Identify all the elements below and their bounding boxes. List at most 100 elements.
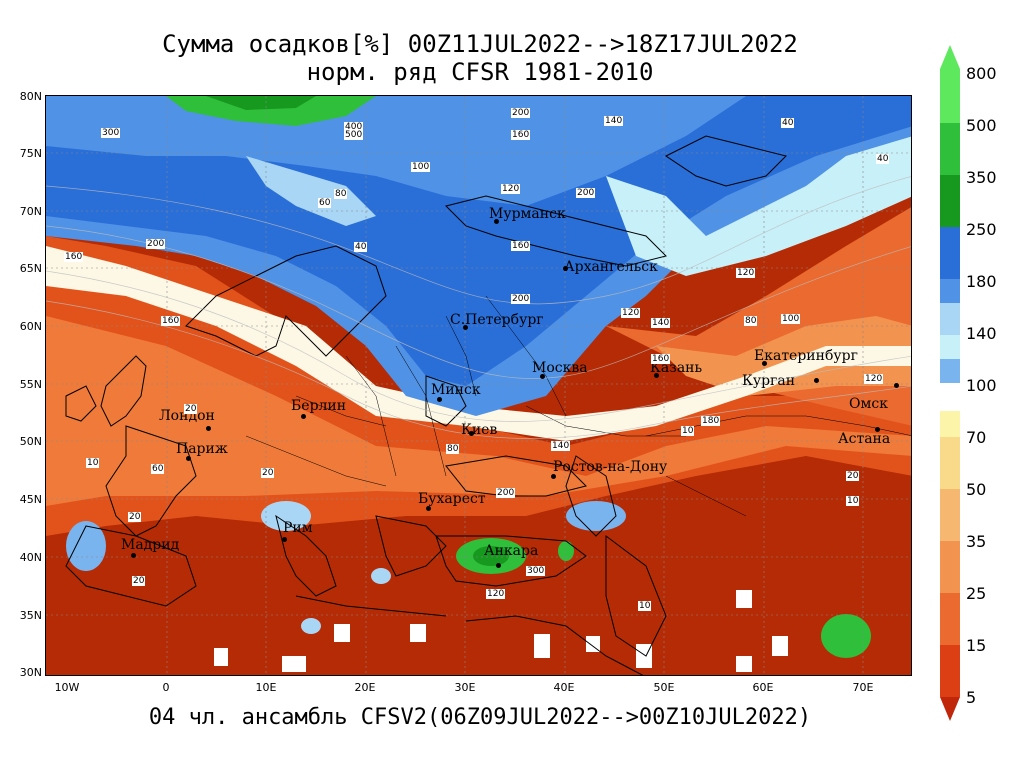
contour-label: 60 bbox=[318, 198, 332, 208]
city-dot-murmansk bbox=[494, 219, 499, 224]
lat-label-45n: 45N bbox=[19, 493, 42, 506]
contour-label: 120 bbox=[486, 589, 506, 599]
city-label-minsk: Минск bbox=[431, 382, 481, 398]
legend-label-800: 800 bbox=[966, 64, 997, 83]
city-label-rostov: Ростов-на-Дону bbox=[553, 459, 668, 475]
contour-label: 200 bbox=[511, 108, 531, 118]
contour-label: 160 bbox=[64, 252, 84, 262]
legend-label-35: 35 bbox=[966, 532, 987, 551]
lon-label-60e: 60E bbox=[752, 681, 774, 694]
city-label-kazan: Казань bbox=[650, 360, 703, 376]
lat-label-35n: 35N bbox=[19, 609, 42, 622]
legend-label-50: 50 bbox=[966, 480, 987, 499]
city-dot-paris bbox=[186, 456, 191, 461]
city-dot-arkhangelsk bbox=[563, 266, 568, 271]
city-label-berlin: Берлин bbox=[291, 398, 347, 414]
lat-label-55n: 55N bbox=[19, 378, 42, 391]
lat-label-60n: 60N bbox=[19, 320, 42, 333]
city-dot-rome bbox=[282, 537, 287, 542]
lat-label-50n: 50N bbox=[19, 435, 42, 448]
contour-label: 80 bbox=[744, 316, 758, 326]
legend-label-5: 5 bbox=[966, 688, 977, 707]
contour-label: 10 bbox=[86, 458, 100, 468]
lat-label-40n: 40N bbox=[19, 551, 42, 564]
city-label-omsk: Омск bbox=[849, 396, 888, 412]
city-dot-berlin bbox=[301, 414, 306, 419]
precipitation-map: Мурманск Архангельск С.Петербург Москва … bbox=[45, 95, 912, 676]
contour-label: 180 bbox=[701, 416, 721, 426]
contour-label: 140 bbox=[604, 116, 624, 126]
city-label-rome: Рим bbox=[283, 520, 313, 536]
contour-label: 300 bbox=[526, 566, 546, 576]
lat-label-30n: 30N bbox=[19, 666, 42, 679]
city-dot-astana bbox=[875, 427, 880, 432]
lon-label-0: 0 bbox=[162, 681, 170, 694]
legend-label-500: 500 bbox=[966, 116, 997, 135]
city-label-ankara: Анкара bbox=[484, 543, 539, 559]
lat-label-80n: 80N bbox=[19, 90, 42, 103]
city-label-astana: Астана bbox=[838, 431, 891, 447]
legend-label-350: 350 bbox=[966, 168, 997, 187]
contour-label: 100 bbox=[781, 314, 801, 324]
contour-label: 20 bbox=[261, 468, 275, 478]
contour-label: 40 bbox=[781, 118, 795, 128]
map-title-line2: норм. ряд CFSR 1981-2010 bbox=[306, 58, 654, 86]
city-label-kiev: Киев bbox=[461, 422, 498, 438]
contour-label: 20 bbox=[184, 404, 198, 414]
city-dot-madrid bbox=[131, 553, 136, 558]
contour-label: 140 bbox=[551, 441, 571, 451]
legend-label-140: 140 bbox=[966, 324, 997, 343]
ensemble-footer: 04 чл. ансамбль CFSV2(06Z09JUL2022-->00Z… bbox=[148, 705, 812, 730]
city-dot-kiev bbox=[469, 431, 474, 436]
city-label-murmansk: Мурманск bbox=[489, 206, 566, 222]
city-dot-ankara bbox=[496, 563, 501, 568]
city-label-arkhangelsk: Архангельск bbox=[564, 259, 658, 275]
contour-label: 80 bbox=[334, 189, 348, 199]
city-dot-kurgan bbox=[814, 378, 819, 383]
city-label-ekaterinburg: Екатеринбург bbox=[754, 348, 858, 364]
contour-label: 300 bbox=[101, 128, 121, 138]
legend-label-180: 180 bbox=[966, 272, 997, 291]
city-label-madrid: Мадрид bbox=[121, 537, 180, 553]
city-dot-minsk bbox=[437, 397, 442, 402]
lon-label-40e: 40E bbox=[553, 681, 575, 694]
contour-label: 500 bbox=[344, 130, 364, 140]
city-label-moscow: Москва bbox=[532, 360, 588, 376]
lon-label-70e: 70E bbox=[852, 681, 874, 694]
city-dot-moscow bbox=[540, 374, 545, 379]
contour-label: 60 bbox=[151, 464, 165, 474]
contour-label: 160 bbox=[511, 241, 531, 251]
city-dot-omsk bbox=[894, 383, 899, 388]
contour-label: 120 bbox=[621, 308, 641, 318]
contour-label: 200 bbox=[496, 488, 516, 498]
contour-label: 160 bbox=[161, 316, 181, 326]
contour-label: 10 bbox=[638, 601, 652, 611]
contour-label: 80 bbox=[446, 444, 460, 454]
city-label-paris: Париж bbox=[176, 441, 228, 457]
lon-label-50e: 50E bbox=[653, 681, 675, 694]
lon-label-10w: 10W bbox=[54, 681, 80, 694]
legend-colorbar bbox=[940, 45, 960, 721]
city-dot-rostov bbox=[551, 474, 556, 479]
contour-label: 10 bbox=[681, 426, 695, 436]
contour-label: 40 bbox=[354, 242, 368, 252]
contour-label: 160 bbox=[651, 354, 671, 364]
city-dot-bucharest bbox=[426, 506, 431, 511]
legend-label-250: 250 bbox=[966, 220, 997, 239]
legend-label-100: 100 bbox=[966, 376, 997, 395]
city-label-london: Лондон bbox=[159, 408, 215, 424]
city-label-stpetersburg: С.Петербург bbox=[450, 312, 544, 328]
city-label-bucharest: Бухарест bbox=[418, 491, 486, 507]
legend-label-25: 25 bbox=[966, 584, 987, 603]
contour-label: 120 bbox=[501, 184, 521, 194]
city-dot-stpetersburg bbox=[463, 325, 468, 330]
contour-label: 200 bbox=[511, 294, 531, 304]
contour-label: 40 bbox=[876, 154, 890, 164]
city-label-kurgan: Курган bbox=[742, 373, 796, 389]
contour-label: 10 bbox=[846, 496, 860, 506]
city-dot-kazan bbox=[654, 373, 659, 378]
lon-label-10e: 10E bbox=[255, 681, 277, 694]
contour-label: 20 bbox=[128, 512, 142, 522]
precipitation-field bbox=[46, 96, 911, 675]
lat-label-65n: 65N bbox=[19, 262, 42, 275]
